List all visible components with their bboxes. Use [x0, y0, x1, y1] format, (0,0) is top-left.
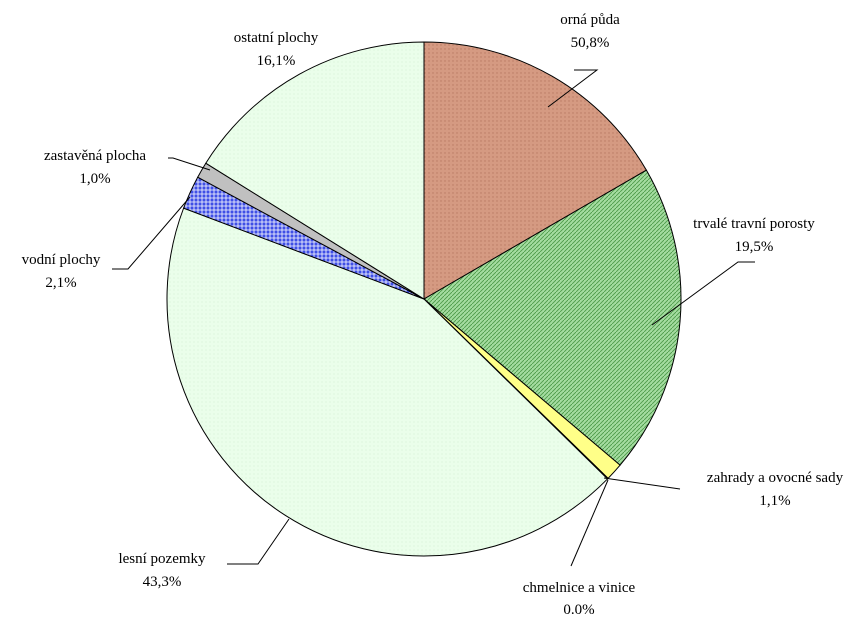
label-zahrady: zahrady a ovocné sady 1,1% [707, 470, 844, 509]
slice-pct-label: 2,1% [45, 275, 76, 291]
label-ostatni-plochy: ostatní plochy 16,1% [234, 30, 319, 69]
slice-pct-label: 16,1% [257, 53, 296, 69]
pie-slice-1 [423, 169, 682, 466]
slice-pct-label: 19,5% [735, 239, 774, 255]
leader-line-1 [651, 261, 755, 326]
slice-name-label: zahrady a ovocné sady [707, 470, 844, 486]
leader-line-4 [227, 518, 290, 565]
label-chmelnice: chmelnice a vinice 0.0% [523, 580, 636, 618]
pie-slice-4 [166, 207, 609, 557]
slice-name-label: trvalé travní porosty [693, 216, 815, 232]
slice-pct-label: 0.0% [563, 602, 594, 618]
label-vodni-plochy: vodní plochy 2,1% [22, 252, 101, 291]
label-trvale-travni-porosty: trvalé travní porosty 19,5% [693, 216, 815, 255]
slice-pct-label: 50,8% [571, 35, 610, 51]
leader-line-6 [168, 157, 211, 171]
pie-slices [166, 41, 682, 557]
slice-pct-label: 1,1% [759, 493, 790, 509]
leader-line-0 [547, 69, 599, 108]
leader-line-3 [570, 479, 609, 567]
pie-slice-0 [423, 41, 648, 300]
slice-pct-label: 43,3% [143, 574, 182, 590]
slice-name-label: chmelnice a vinice [523, 580, 636, 596]
leader-line-2 [603, 477, 681, 490]
slice-name-label: orná půda [560, 12, 620, 28]
slice-name-label: vodní plochy [22, 252, 101, 268]
label-zastavena-plocha: zastavěná plocha 1,0% [44, 148, 146, 187]
leader-line-5 [112, 196, 191, 270]
slice-name-label: lesní pozemky [118, 551, 206, 567]
slice-name-label: zastavěná plocha [44, 148, 146, 164]
pie-slice-7 [205, 41, 425, 300]
leader-lines [112, 69, 755, 567]
slice-pct-label: 1,0% [79, 171, 110, 187]
slice-name-label: ostatní plochy [234, 30, 319, 46]
label-orna-puda: orná půda 50,8% [560, 12, 620, 51]
label-lesni-pozemky: lesní pozemky 43,3% [118, 551, 206, 590]
